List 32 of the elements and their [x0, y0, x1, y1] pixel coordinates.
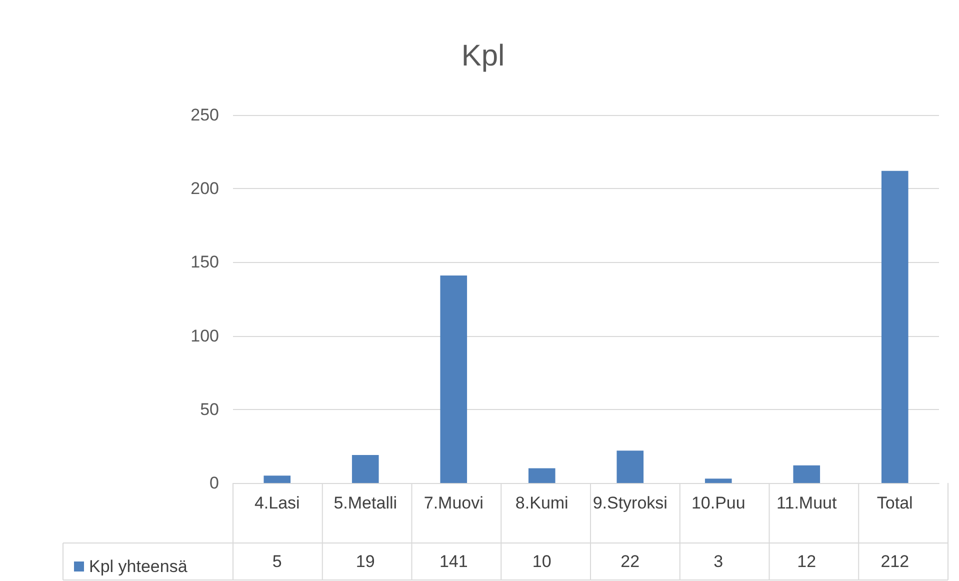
chart-title: Kpl — [461, 40, 505, 72]
data-label: 3 — [714, 552, 724, 571]
bar — [793, 465, 820, 483]
data-label: 5 — [272, 552, 282, 571]
y-tick-label: 0 — [210, 474, 219, 492]
data-label: 19 — [356, 552, 375, 571]
legend-label: Kpl yhteensä — [89, 557, 188, 576]
y-tick-label: 50 — [200, 400, 219, 419]
x-tick-label: 9.Styroksi — [592, 494, 668, 512]
y-tick-label: 200 — [190, 179, 219, 198]
bar — [352, 455, 379, 483]
x-tick-label: 11.Muut — [776, 494, 837, 512]
x-tick-label: 10.Puu — [691, 494, 746, 512]
data-label: 212 — [880, 552, 910, 571]
bar — [528, 468, 556, 483]
data-label: 12 — [797, 552, 816, 571]
data-label: 22 — [620, 552, 640, 571]
x-tick-label: Total — [876, 494, 913, 512]
x-tick-label: 5.Metalli — [334, 494, 398, 512]
data-label: 10 — [532, 552, 552, 571]
x-tick-label: 4.Lasi — [254, 494, 300, 512]
bar — [616, 450, 644, 483]
bar — [440, 275, 468, 483]
bar — [264, 476, 291, 483]
bar — [704, 478, 732, 483]
x-tick-label: 7.Muovi — [424, 494, 484, 512]
bar — [881, 170, 908, 483]
y-tick-label: 150 — [190, 252, 219, 272]
data-label: 141 — [439, 552, 468, 571]
y-tick-label: 100 — [190, 326, 219, 346]
x-tick-label: 8.Kumi — [515, 494, 568, 512]
y-tick-label: 250 — [190, 106, 219, 124]
